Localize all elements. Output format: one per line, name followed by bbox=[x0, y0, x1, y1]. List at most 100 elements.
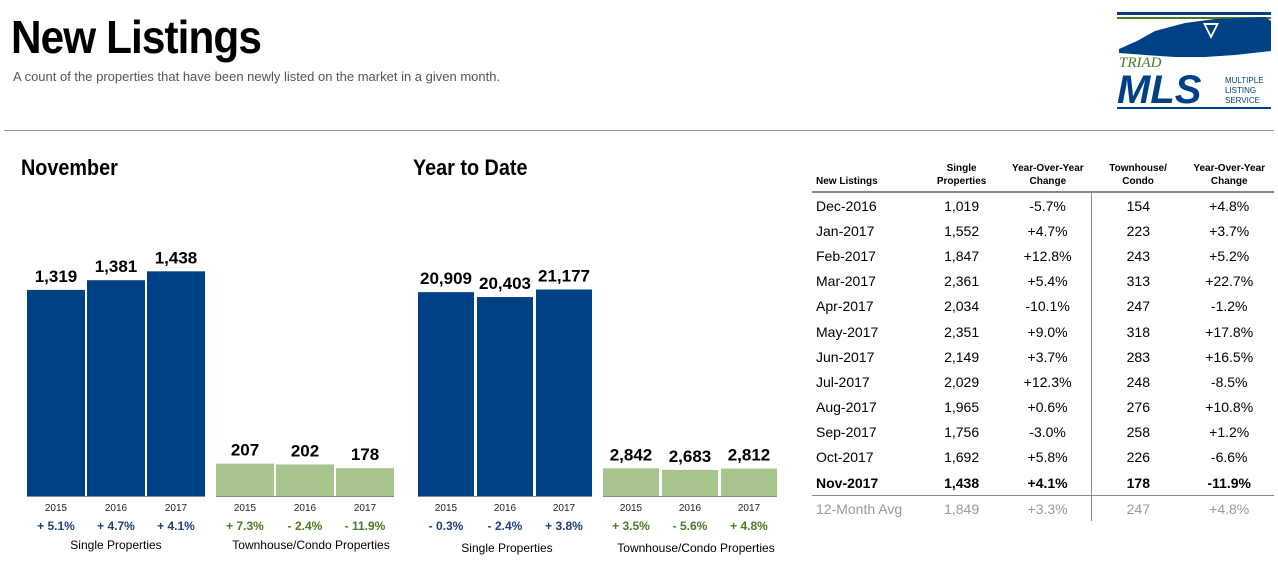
svg-text:SERVICE: SERVICE bbox=[1225, 96, 1260, 105]
bar-value-label: 2,683 bbox=[669, 447, 712, 466]
year-tick-label: 2017 bbox=[738, 503, 761, 514]
table-cell: Feb-2017 bbox=[816, 247, 876, 264]
table-cell: +3.7% bbox=[1003, 344, 1093, 370]
table-cell: Oct-2017 bbox=[816, 449, 874, 466]
col-header-townhouse-change: Year-Over-Year Change bbox=[1184, 163, 1274, 193]
table-cell: 1,438 bbox=[919, 470, 1004, 497]
table-row: Nov-2017 1,438 +4.1% 178 -11.9% bbox=[812, 470, 1274, 497]
table-cell: -1.2% bbox=[1210, 298, 1248, 315]
monthly-listings-table: New Listings Single Properties Year-Over… bbox=[812, 163, 1274, 522]
table-cell: +12.8% bbox=[1003, 243, 1093, 269]
table-cell: -8.5% bbox=[1210, 373, 1248, 390]
table-row: Jul-2017 2,029 +12.3% 248 -8.5% bbox=[812, 369, 1274, 395]
table-cell: May-2017 bbox=[816, 323, 879, 340]
ytd-chart-title: Year to Date bbox=[413, 155, 528, 180]
table-cell: +4.1% bbox=[1003, 470, 1093, 497]
bar-value-label: 207 bbox=[231, 441, 259, 460]
table-cell: +9.0% bbox=[1003, 318, 1093, 345]
table-cell: -6.6% bbox=[1210, 449, 1248, 466]
table-row: May-2017 2,351 +9.0% 318 +17.8% bbox=[812, 318, 1274, 345]
table-row: Jan-2017 1,552 +4.7% 223 +3.7% bbox=[812, 218, 1274, 244]
bar bbox=[721, 468, 777, 496]
bar-value-label: 1,319 bbox=[35, 267, 78, 286]
table-cell: +1.2% bbox=[1209, 424, 1250, 441]
table-cell: +4.8% bbox=[1209, 197, 1250, 214]
bar-value-label: 20,909 bbox=[420, 269, 472, 288]
yoy-change-label: + 3.5% bbox=[612, 519, 650, 533]
bar-charts: 1,319 2015 + 5.1% 1,381 2016 + 4.7% 1,438 2017 +… bbox=[27, 248, 777, 555]
yoy-change-label: + 4.8% bbox=[730, 519, 768, 533]
year-tick-label: 2016 bbox=[679, 503, 702, 514]
svg-text:MULTIPLE: MULTIPLE bbox=[1225, 76, 1264, 85]
table-row: Oct-2017 1,692 +5.8% 226 -6.6% bbox=[812, 444, 1274, 471]
bar-value-label: 178 bbox=[351, 445, 379, 464]
table-cell: Dec-2016 bbox=[816, 197, 877, 214]
col-header-month: New Listings bbox=[812, 163, 920, 193]
yoy-change-label: + 3.8% bbox=[545, 519, 583, 533]
bar-value-label: 202 bbox=[291, 441, 319, 460]
table-cell: 248 bbox=[1126, 373, 1150, 390]
table-cell: 258 bbox=[1126, 424, 1150, 441]
year-tick-label: 2016 bbox=[105, 503, 128, 514]
table-cell: +22.7% bbox=[1205, 273, 1254, 290]
table-cell: +3.7% bbox=[1209, 222, 1250, 239]
table-cell: 247 bbox=[1126, 500, 1150, 517]
col-header-townhouse: Townhouse/ Condo bbox=[1091, 163, 1185, 193]
table-row: Apr-2017 2,034 -10.1% 247 -1.2% bbox=[812, 293, 1274, 319]
yoy-change-label: - 11.9% bbox=[345, 519, 386, 533]
year-tick-label: 2016 bbox=[294, 503, 317, 514]
bar-value-label: 2,812 bbox=[728, 446, 771, 465]
svg-text:TRIAD: TRIAD bbox=[1119, 55, 1162, 71]
table-header-row: New Listings Single Properties Year-Over… bbox=[812, 163, 1274, 193]
table-cell: 243 bbox=[1126, 247, 1150, 264]
yoy-change-label: + 4.7% bbox=[97, 519, 135, 533]
bar bbox=[87, 280, 145, 496]
bar-value-label: 1,438 bbox=[155, 248, 198, 267]
table-cell: -3.0% bbox=[1003, 419, 1093, 445]
table-row: Sep-2017 1,756 -3.0% 258 +1.2% bbox=[812, 419, 1274, 445]
header-divider bbox=[4, 130, 1274, 131]
year-tick-label: 2015 bbox=[435, 503, 458, 514]
table-cell: -5.7% bbox=[1003, 192, 1093, 219]
table-row: Aug-2017 1,965 +0.6% 276 +10.8% bbox=[812, 394, 1274, 420]
year-tick-label: 2015 bbox=[620, 503, 643, 514]
table-cell: Mar-2017 bbox=[816, 273, 876, 290]
col-header-single-change: Year-Over-Year Change bbox=[1003, 163, 1092, 193]
table-cell: +10.8% bbox=[1205, 399, 1254, 416]
table-cell: 313 bbox=[1126, 273, 1150, 290]
table-cell: +5.4% bbox=[1003, 268, 1093, 294]
table-cell: +5.2% bbox=[1209, 247, 1250, 264]
bar bbox=[276, 464, 334, 496]
year-tick-label: 2017 bbox=[165, 503, 188, 514]
table-cell: Aug-2017 bbox=[816, 399, 877, 416]
table-cell: 1,019 bbox=[944, 197, 980, 214]
triad-mls-logo: TRIAD MLS MULTIPLE LISTING SERVICE bbox=[1117, 12, 1271, 111]
bar bbox=[477, 297, 533, 496]
svg-text:LISTING: LISTING bbox=[1225, 86, 1256, 95]
yoy-change-label: - 5.6% bbox=[673, 519, 708, 533]
table-cell: 276 bbox=[1126, 399, 1150, 416]
table-row: Dec-2016 1,019 -5.7% 154 +4.8% bbox=[812, 192, 1274, 219]
table-cell: +5.8% bbox=[1003, 444, 1093, 471]
yoy-change-label: - 2.4% bbox=[488, 519, 523, 533]
table-cell: 1,965 bbox=[944, 399, 980, 416]
table-cell: 1,849 bbox=[944, 500, 980, 517]
table-cell: +12.3% bbox=[1003, 369, 1093, 395]
table-cell: Jan-2017 bbox=[816, 222, 875, 239]
page-title: New Listings bbox=[11, 11, 262, 63]
page-subtitle: A count of the properties that have been… bbox=[13, 69, 501, 84]
group-label: Townhouse/Condo Properties bbox=[232, 538, 389, 552]
table-cell: +0.6% bbox=[1003, 394, 1093, 420]
bar bbox=[662, 469, 718, 496]
yoy-change-label: + 5.1% bbox=[37, 519, 75, 533]
bar bbox=[603, 468, 659, 496]
group-label: Single Properties bbox=[70, 538, 161, 552]
group-label: Townhouse/Condo Properties bbox=[617, 541, 774, 555]
table-row: Mar-2017 2,361 +5.4% 313 +22.7% bbox=[812, 268, 1274, 294]
table-cell: Jun-2017 bbox=[816, 348, 875, 365]
table-cell: 12-Month Avg bbox=[816, 500, 903, 517]
table-cell: 283 bbox=[1126, 348, 1150, 365]
table-cell: 247 bbox=[1126, 298, 1150, 315]
table-cell: 2,149 bbox=[944, 348, 980, 365]
table-cell: 2,351 bbox=[944, 323, 980, 340]
